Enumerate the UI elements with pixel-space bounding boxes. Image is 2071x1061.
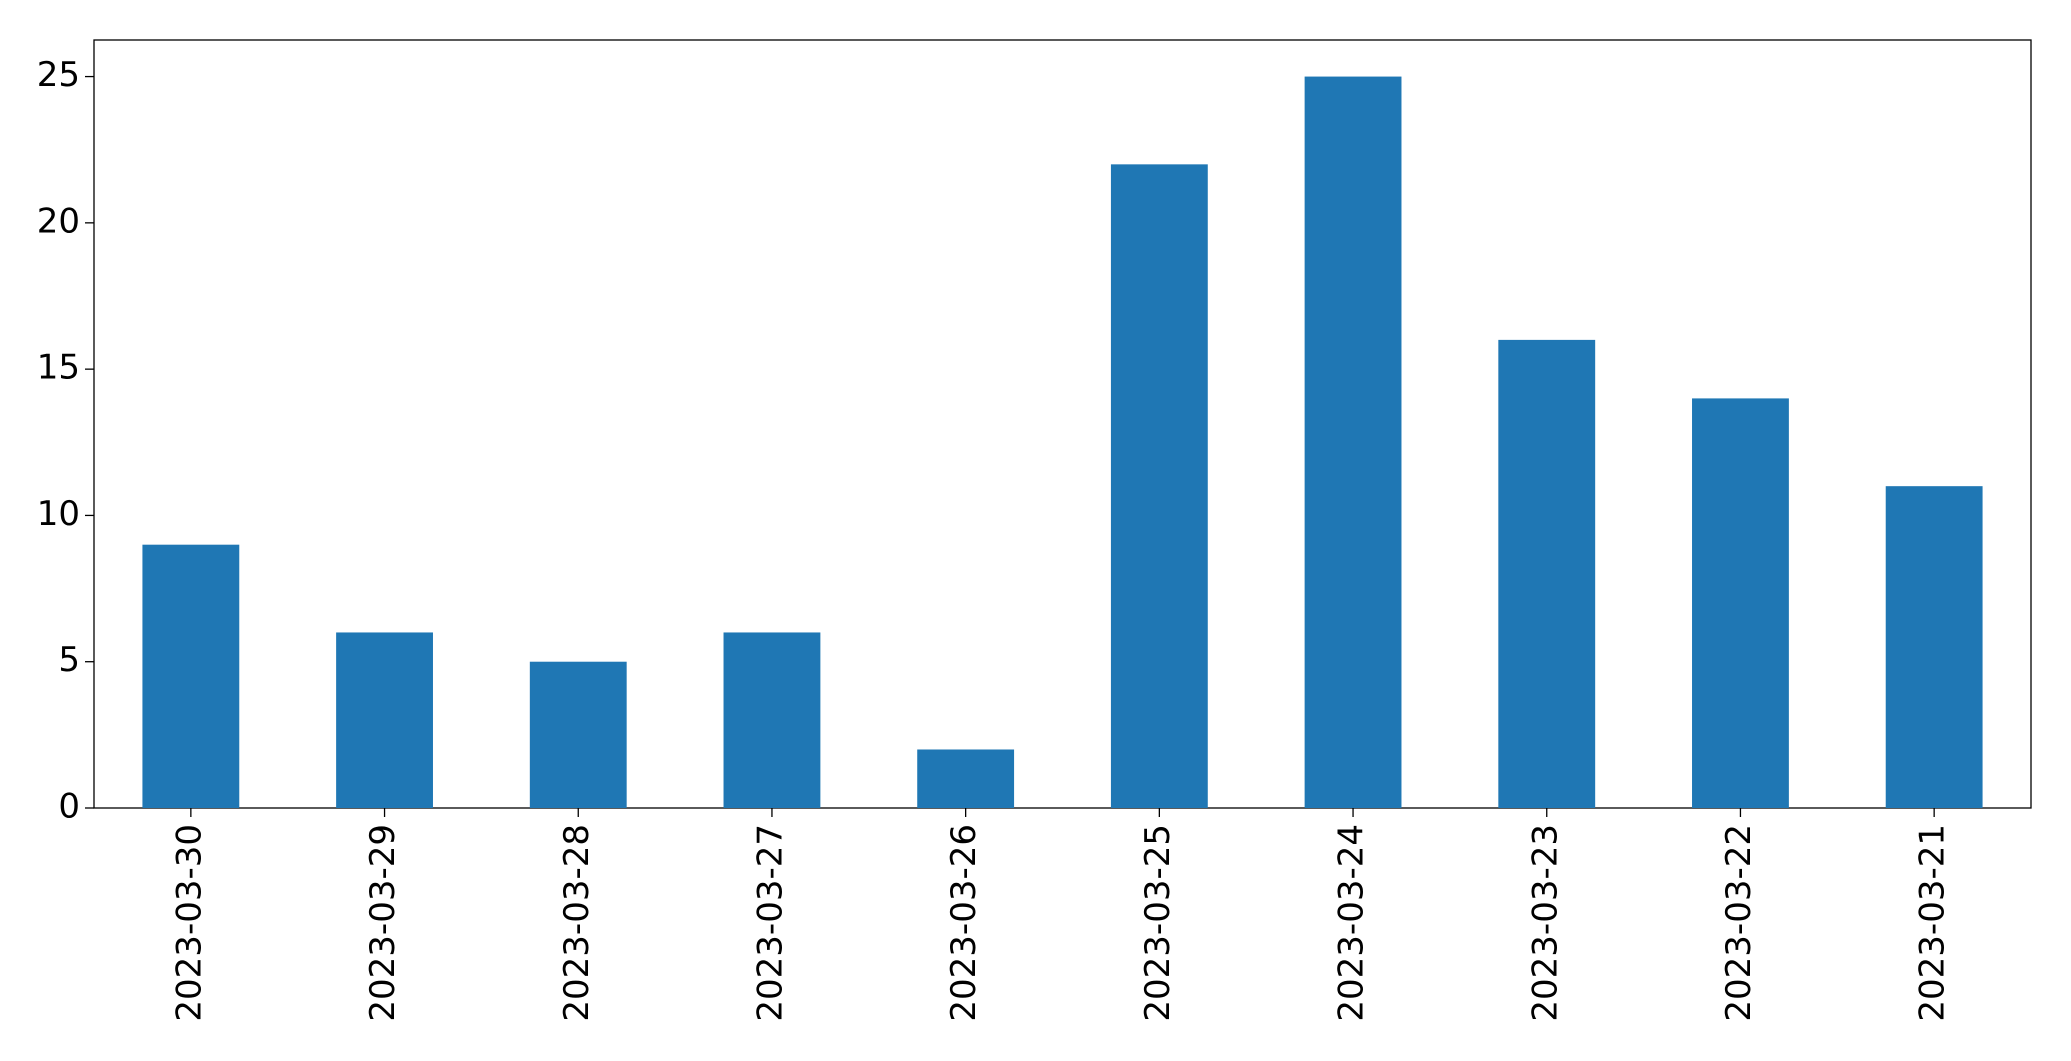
x-tick-label: 2023-03-27 <box>750 824 790 1022</box>
y-tick-label: 15 <box>37 348 80 388</box>
bar <box>917 749 1015 808</box>
bar <box>1692 398 1789 808</box>
y-tick-label: 25 <box>37 55 80 95</box>
x-tick-label: 2023-03-29 <box>363 824 403 1022</box>
bar <box>1885 486 1983 808</box>
bar <box>1498 339 1596 808</box>
bar <box>1304 76 1402 809</box>
plot-frame <box>93 39 2032 809</box>
x-tick-label: 2023-03-21 <box>1913 824 1953 1022</box>
bar <box>723 632 821 808</box>
x-tick-label: 2023-03-23 <box>1525 824 1565 1022</box>
x-tick-label: 2023-03-22 <box>1719 824 1759 1022</box>
bar <box>529 661 627 808</box>
y-tick-label: 5 <box>58 640 80 680</box>
y-tick-label: 20 <box>37 201 80 241</box>
bar <box>1110 164 1208 809</box>
y-tick-label: 0 <box>58 787 80 827</box>
x-tick-label: 2023-03-24 <box>1332 824 1372 1022</box>
x-tick-label: 2023-03-28 <box>557 824 597 1022</box>
bar <box>336 632 433 808</box>
x-tick-label: 2023-03-26 <box>944 824 984 1022</box>
x-tick-label: 2023-03-30 <box>169 824 209 1022</box>
bar <box>142 544 240 808</box>
y-tick-label: 10 <box>37 494 80 534</box>
x-tick-label: 2023-03-25 <box>1138 824 1178 1022</box>
